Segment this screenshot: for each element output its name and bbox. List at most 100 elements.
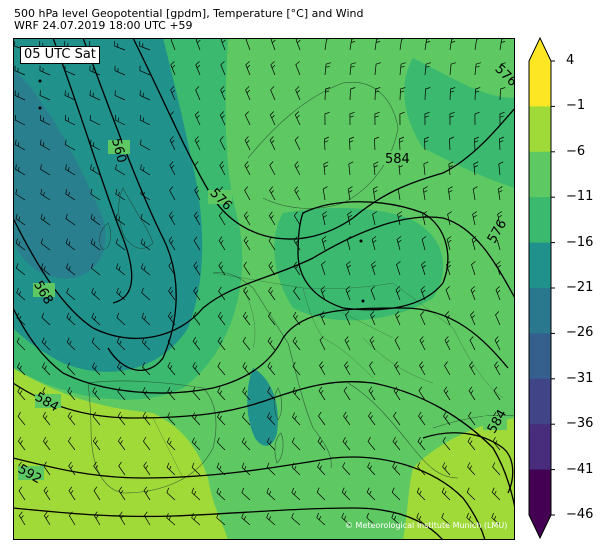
wind-barb — [399, 136, 405, 151]
wind-barb — [443, 411, 451, 426]
wind-barb — [166, 437, 176, 451]
wind-barb — [191, 512, 201, 526]
wind-barb — [393, 411, 401, 426]
wind-barb — [444, 336, 451, 351]
colorbar — [528, 36, 555, 540]
wind-barb — [42, 411, 51, 426]
wind-barb — [399, 87, 406, 101]
wind-barb — [142, 362, 151, 376]
wind-barb — [90, 139, 101, 151]
wind-barb — [89, 114, 101, 126]
wind-barb — [15, 263, 26, 276]
wind-barb — [219, 136, 226, 151]
wind-barb — [347, 211, 352, 226]
wind-barb — [242, 336, 251, 351]
wind-barb — [169, 136, 176, 151]
wind-barb — [115, 213, 126, 226]
wind-barb — [316, 487, 326, 501]
wind-barb — [166, 462, 176, 476]
wind-barb — [192, 387, 201, 401]
wind-barb — [491, 512, 501, 526]
wind-barb — [166, 512, 176, 526]
wind-barb — [16, 312, 26, 326]
wind-barb — [442, 437, 451, 451]
wind-barb — [266, 512, 276, 526]
wind-barb — [321, 236, 327, 251]
wind-barb — [291, 487, 301, 501]
wind-barb — [294, 186, 301, 201]
wind-barb — [139, 65, 151, 76]
wind-barb — [399, 62, 406, 76]
wind-barb — [43, 511, 51, 526]
wind-barb — [324, 87, 331, 101]
wind-barb — [397, 211, 402, 226]
wind-barb — [90, 164, 101, 176]
wind-barb — [65, 139, 76, 151]
wind-barb — [118, 461, 126, 476]
wind-barb — [243, 261, 251, 276]
colorbar-extend-bottom — [529, 515, 551, 538]
wind-barb — [17, 387, 26, 401]
wind-barb — [422, 211, 427, 226]
wind-barb — [167, 412, 176, 426]
wind-barb — [423, 161, 429, 176]
wind-barb — [295, 86, 301, 101]
wind-barb — [220, 61, 226, 76]
wind-barb — [320, 311, 326, 326]
wind-barb — [371, 236, 377, 251]
wind-barb — [320, 286, 326, 301]
wind-barb — [91, 312, 101, 326]
wind-barb — [391, 487, 401, 501]
temp-band-iberia — [13, 368, 228, 540]
wind-barb — [194, 186, 201, 201]
wind-barb — [442, 462, 451, 476]
wind-barb — [321, 261, 326, 276]
wind-barb — [117, 387, 126, 401]
wind-barb — [316, 512, 326, 526]
wind-barb — [445, 311, 451, 326]
wind-barb — [218, 261, 226, 276]
wind-barb — [219, 161, 226, 176]
wind-barb — [193, 236, 201, 251]
wind-barb — [17, 362, 26, 376]
wind-barb — [446, 261, 451, 276]
wind-barb — [266, 437, 276, 451]
wind-barb — [194, 111, 201, 126]
wind-barb — [118, 486, 126, 501]
wind-barb — [140, 164, 151, 176]
valid-time-label: 05 UTC Sat — [20, 46, 100, 64]
wind-barb — [369, 336, 376, 351]
wind-barb — [66, 337, 76, 351]
wind-barb — [66, 287, 76, 301]
wind-barb — [448, 161, 454, 176]
temp-band-southeast — [403, 418, 515, 540]
wind-barb — [89, 90, 101, 101]
wind-barb — [170, 86, 176, 101]
wind-barb — [89, 65, 101, 76]
colorbar-tick-label: −6 — [566, 143, 586, 159]
wind-barb — [349, 136, 355, 151]
wind-barb — [40, 238, 51, 251]
colorbar-tick-label: −21 — [566, 280, 594, 295]
wind-barb — [270, 86, 276, 101]
wind-barb — [114, 90, 126, 101]
wind-barb — [417, 462, 426, 476]
wind-barb — [217, 336, 226, 351]
wind-barb — [419, 361, 426, 376]
wind-barb — [499, 136, 505, 151]
wind-barb — [220, 38, 226, 51]
colorbar-tick-label: −1 — [566, 98, 586, 114]
wind-barb — [268, 236, 276, 251]
wind-barb — [497, 186, 503, 201]
wind-barb — [15, 189, 26, 201]
wind-barb — [167, 311, 176, 326]
wind-barb — [322, 211, 327, 226]
wind-barb — [342, 437, 351, 451]
wind-barb — [139, 41, 151, 51]
wind-barb — [216, 487, 226, 501]
wind-barb — [492, 462, 501, 476]
wind-barb — [474, 111, 480, 126]
wind-barb — [499, 111, 505, 126]
wind-barb — [115, 263, 126, 276]
wind-barb — [474, 87, 481, 101]
